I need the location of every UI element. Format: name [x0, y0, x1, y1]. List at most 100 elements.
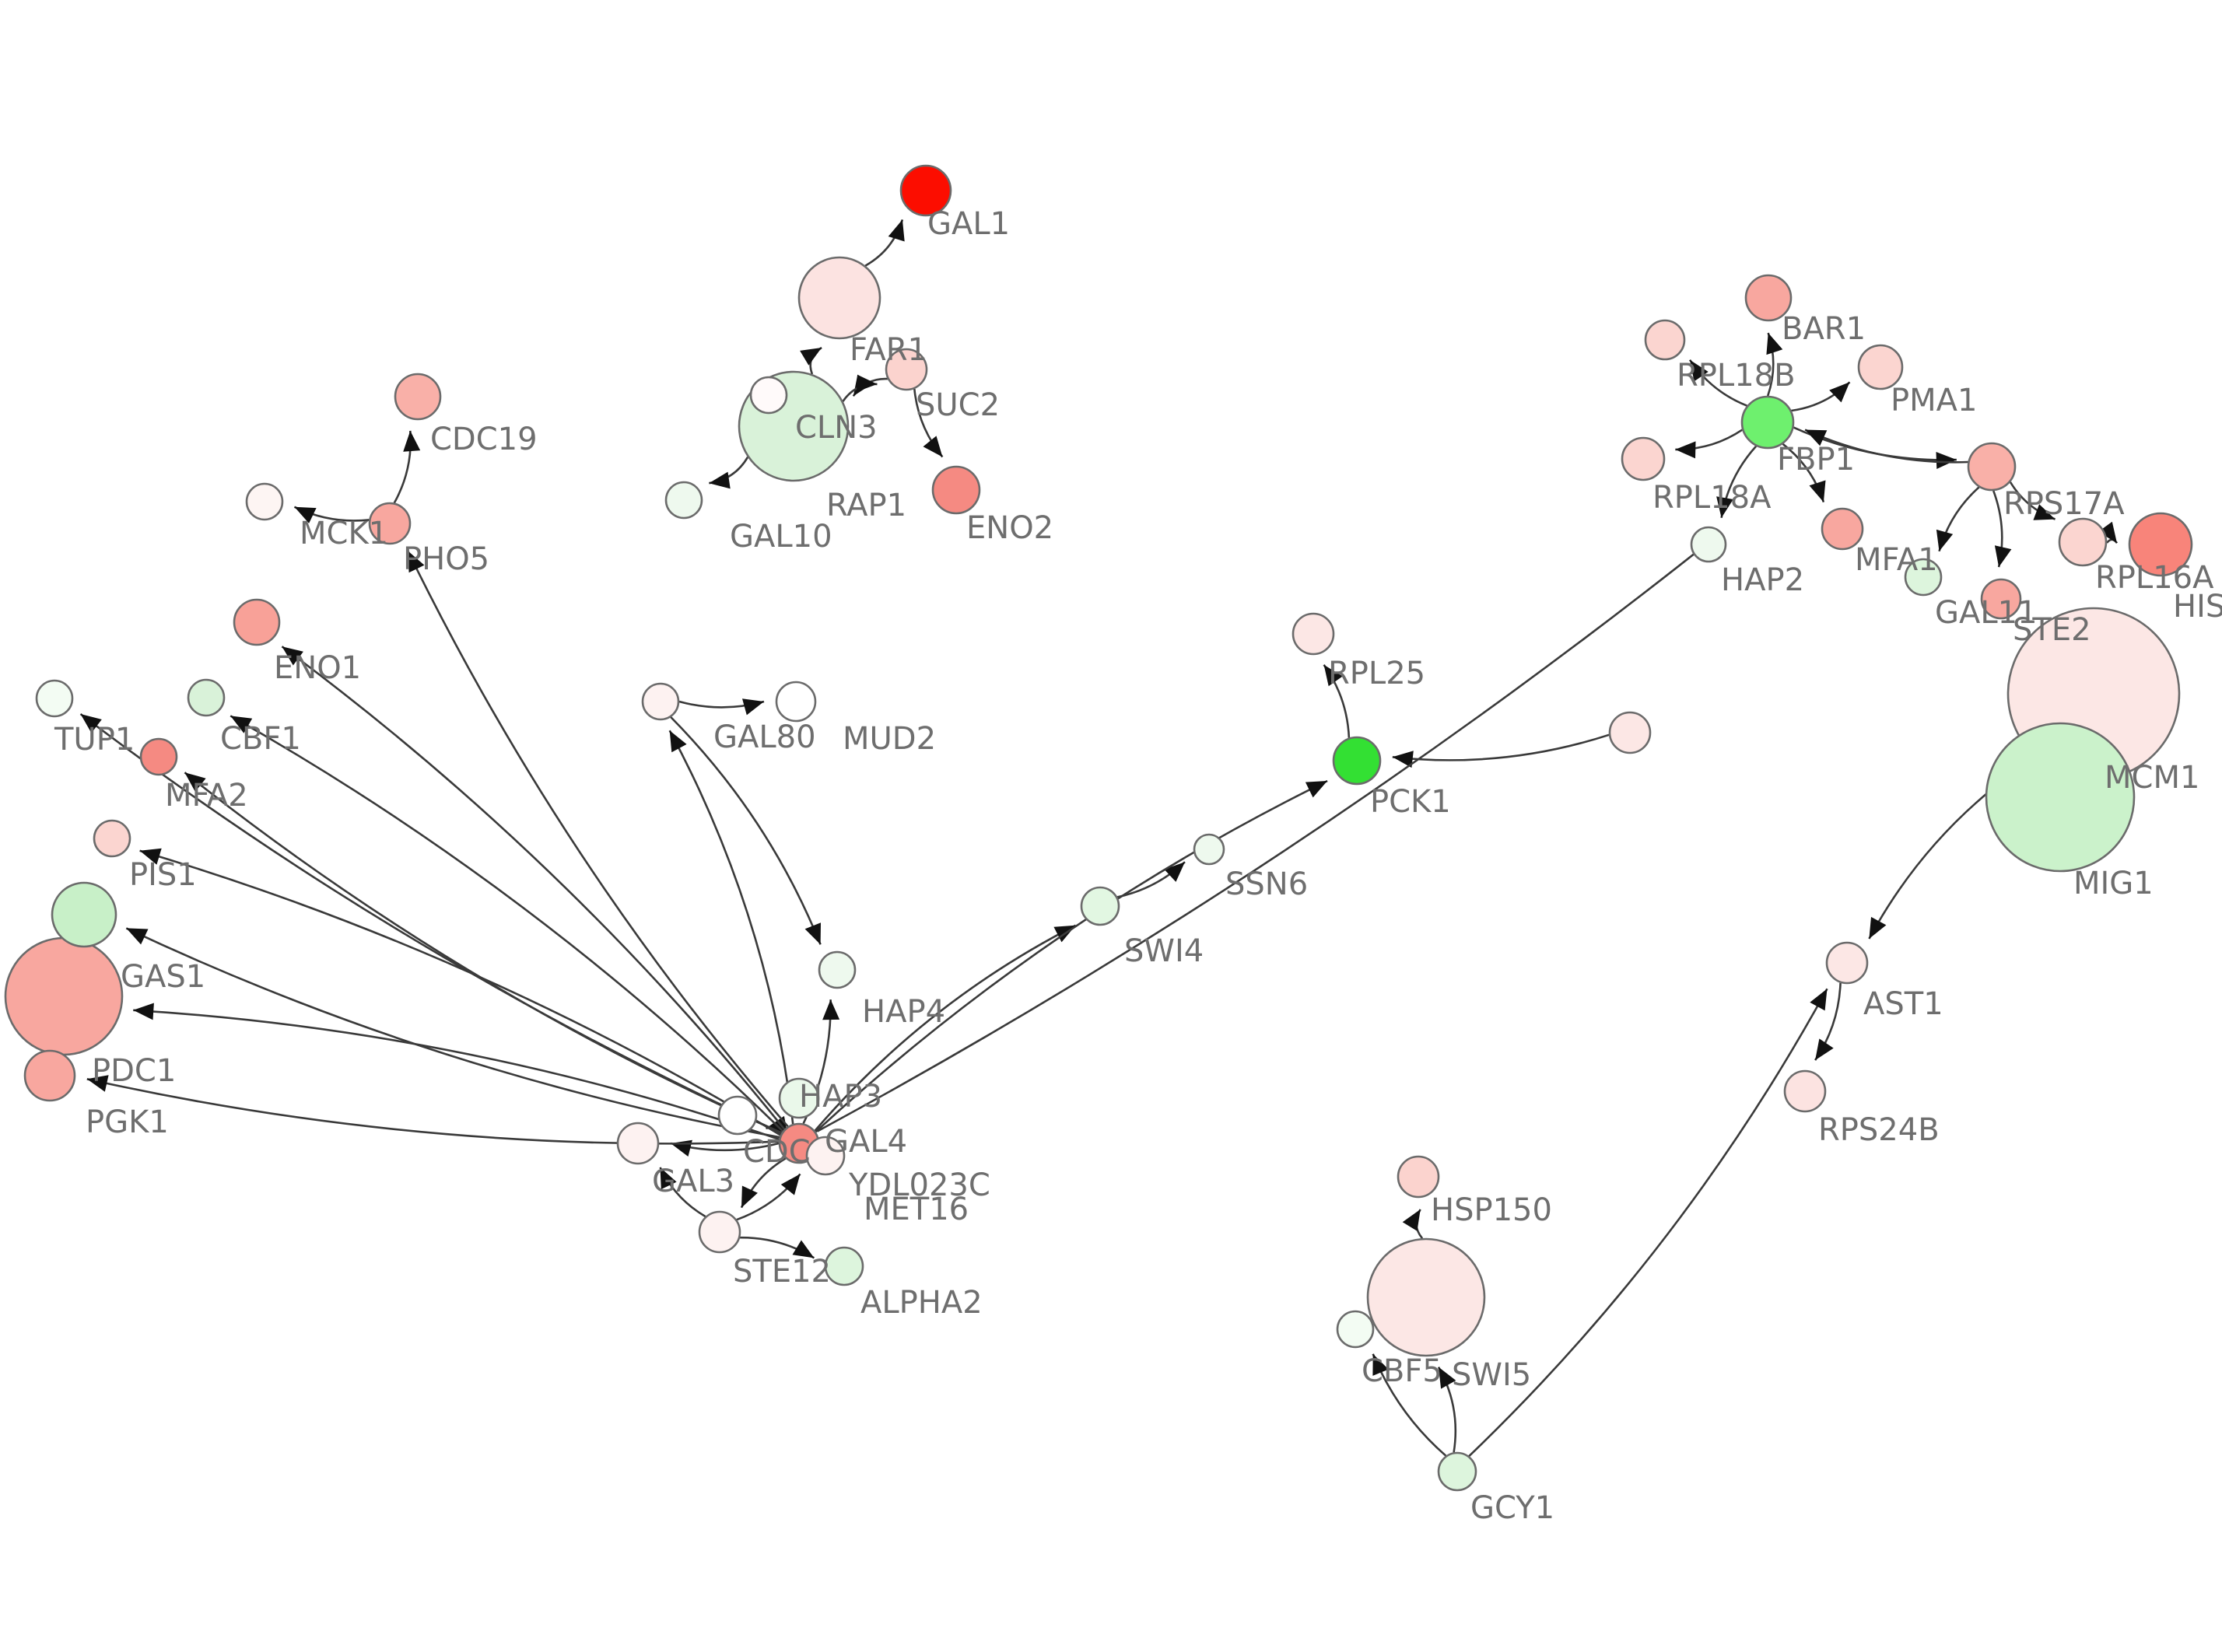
node-label-pck1: PCK1: [1370, 784, 1451, 820]
node-swi5[interactable]: [1366, 1237, 1486, 1357]
arrowhead-GAL4-to-PCK1: [1305, 781, 1328, 798]
node-label-pho5: PHO5: [403, 541, 489, 577]
node-label-met16: MET16: [864, 1192, 969, 1227]
node-rpl25[interactable]: [1291, 612, 1335, 656]
node-label-rps24b: RPS24B: [1818, 1112, 1940, 1148]
node-label-gal3: GAL3: [652, 1164, 734, 1199]
node-hsp150[interactable]: [1397, 1155, 1440, 1199]
node-label-eno1: ENO1: [274, 650, 361, 686]
node-ssn6[interactable]: [1193, 833, 1225, 866]
node-mud2[interactable]: [775, 681, 817, 723]
node-bar1[interactable]: [1744, 274, 1793, 322]
node-label-ste12: STE12: [733, 1254, 831, 1290]
node-fbp1[interactable]: [1740, 395, 1795, 450]
node-label-swi5: SWI5: [1452, 1357, 1531, 1393]
node-mfa1[interactable]: [1821, 507, 1864, 551]
node-cbf1[interactable]: [187, 678, 226, 717]
arrowhead-GAL80-to-MUD2: [742, 698, 764, 716]
edge-GAL4-to-CBF1: [230, 715, 784, 1132]
node-mig1-src[interactable]: [1608, 711, 1652, 754]
node-hap3[interactable]: [778, 1077, 820, 1119]
node-pck1[interactable]: [1332, 736, 1382, 786]
node-rpl16a[interactable]: [2058, 517, 2108, 567]
node-rpl18a[interactable]: [1621, 436, 1666, 481]
node-label-hap4: HAP4: [862, 994, 945, 1030]
arrowhead-RPS17A-to-FBP1: [1805, 429, 1828, 446]
node-rpl18b[interactable]: [1644, 319, 1686, 361]
node-pdc1[interactable]: [4, 936, 124, 1056]
node-gal3[interactable]: [616, 1122, 660, 1165]
arrowhead-FBP1-to-RPL18B: [1690, 359, 1709, 382]
node-pgk1[interactable]: [23, 1049, 76, 1102]
node-gcy1[interactable]: [1437, 1451, 1477, 1492]
arrowhead-GAL4-to-CBF1: [230, 716, 253, 733]
node-cdc19[interactable]: [394, 373, 442, 421]
node-cdc39[interactable]: [717, 1095, 758, 1136]
node-label-pma1: PMA1: [1891, 383, 1977, 418]
arrowhead-GAL4-to-ENO1: [282, 646, 303, 666]
node-pis1[interactable]: [93, 819, 131, 858]
node-label-gcy1: GCY1: [1470, 1490, 1554, 1526]
node-label-rpl18b: RPL18B: [1677, 358, 1796, 394]
node-label-hap3: HAP3: [799, 1079, 882, 1115]
node-label-cbf5: CBF5: [1362, 1353, 1442, 1389]
node-pma1[interactable]: [1857, 344, 1904, 390]
arrowhead-RPS17A-to-GAL11: [1936, 529, 1954, 551]
node-rps17a[interactable]: [1967, 442, 2017, 492]
node-label-ste2: STE2: [2013, 612, 2091, 648]
arrowhead-FBP1-to-BAR1: [1766, 333, 1783, 355]
arrowhead-RPS17A-to-RPL16A: [2033, 504, 2056, 520]
node-label-rap1: RAP1: [826, 488, 906, 523]
arrowhead-FBP1-to-PMA1: [1829, 382, 1850, 403]
node-pho5[interactable]: [368, 502, 412, 545]
node-swi4[interactable]: [1080, 886, 1120, 926]
node-eno2[interactable]: [931, 465, 981, 515]
edge-HAP2-to-GAL4: [816, 553, 1695, 1132]
node-ast1[interactable]: [1825, 941, 1869, 985]
node-mfa2[interactable]: [139, 737, 178, 776]
node-his4[interactable]: [2128, 512, 2193, 577]
node-gas1[interactable]: [51, 881, 117, 948]
node-alpha2[interactable]: [824, 1246, 864, 1286]
arrowhead-MCM1-to-AST1: [1869, 916, 1887, 939]
edge-GAL4-to-GAL80: [668, 730, 794, 1125]
node-rps24b[interactable]: [1783, 1069, 1827, 1113]
node-eno1[interactable]: [233, 598, 281, 646]
node-far1[interactable]: [797, 256, 881, 340]
edge-GCY1-to-AST1: [1468, 988, 1828, 1458]
node-gal11[interactable]: [1904, 558, 1943, 597]
node-label-mcm1: MCM1: [2105, 760, 2199, 796]
arrowhead-GAL80-to-HAP4: [804, 922, 821, 945]
arrowhead-CLN3-to-GAL10: [709, 471, 731, 489]
arrowhead-STE12-to-ALPHA2: [792, 1240, 815, 1258]
node-label-bar1: BAR1: [1782, 311, 1866, 347]
node-gal10[interactable]: [664, 481, 703, 520]
node-cbf5[interactable]: [1336, 1310, 1375, 1349]
node-tup1[interactable]: [35, 679, 74, 718]
node-label-mck1: MCK1: [300, 516, 388, 551]
node-label-gal4: GAL4: [825, 1124, 907, 1160]
node-label-mfa2: MFA2: [165, 778, 248, 814]
arrowhead-GAL4-to-MFA2: [184, 772, 206, 792]
node-label-eno2: ENO2: [966, 510, 1053, 546]
node-rap1[interactable]: [749, 376, 788, 415]
node-hap2[interactable]: [1690, 526, 1727, 563]
arrowhead-GAL4-to-GAS1: [126, 928, 149, 945]
node-gal1[interactable]: [899, 164, 952, 217]
arrowhead-GCY1-to-AST1: [1810, 989, 1828, 1011]
node-gal80[interactable]: [641, 682, 680, 721]
node-hap4[interactable]: [818, 950, 857, 989]
node-ydl023c[interactable]: [805, 1136, 846, 1176]
arrowhead-GCY1-to-SWI5: [1439, 1367, 1456, 1389]
node-label-suc2: SUC2: [916, 387, 1000, 423]
node-ste12[interactable]: [698, 1210, 741, 1254]
arrowhead-FBP1-to-HAP2: [1716, 496, 1733, 518]
node-label-alpha2: ALPHA2: [860, 1285, 983, 1321]
node-label-ssn6: SSN6: [1225, 866, 1308, 902]
node-suc2[interactable]: [885, 348, 928, 391]
node-ste2[interactable]: [1980, 578, 2022, 620]
arrowhead-GAL4-to-PIS1: [139, 848, 162, 865]
node-mig1[interactable]: [1985, 722, 2136, 873]
node-mck1[interactable]: [245, 482, 284, 521]
